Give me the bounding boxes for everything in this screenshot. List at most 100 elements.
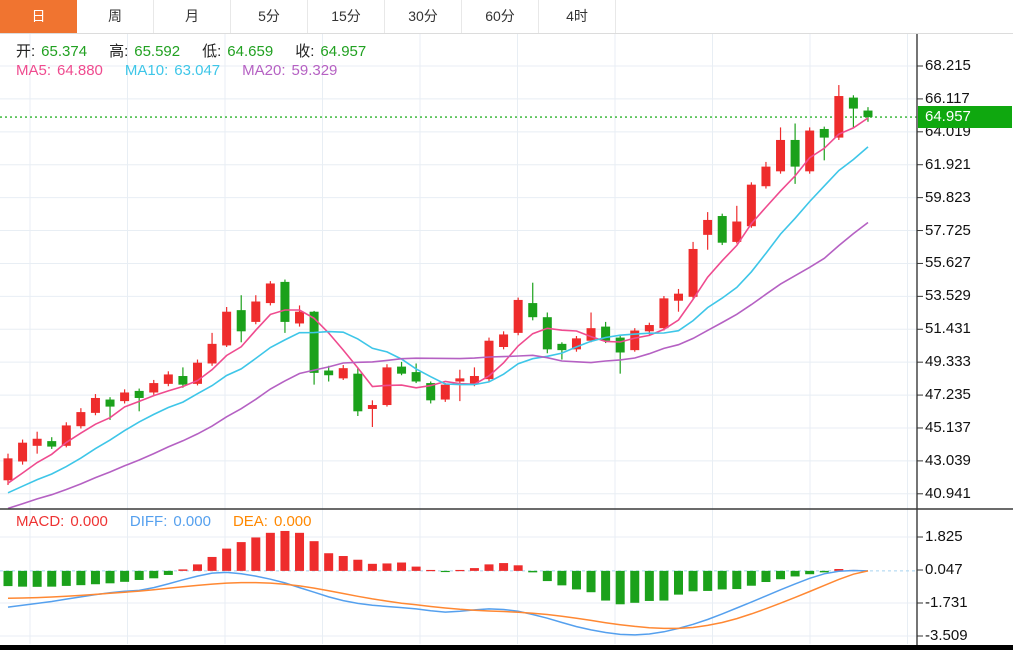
candle-body bbox=[367, 405, 377, 409]
candle-body bbox=[455, 378, 465, 382]
candle-body bbox=[178, 376, 188, 385]
macd-bar bbox=[528, 570, 538, 573]
macd-bar bbox=[178, 569, 188, 571]
price-header-high-label: 高: bbox=[109, 43, 129, 60]
macd-bar bbox=[717, 570, 727, 590]
macd-header-diff-value: 0.000 bbox=[173, 513, 211, 530]
price-header-low-label: 低: bbox=[202, 43, 222, 60]
ma-header-ma5-label: MA5: bbox=[16, 62, 52, 79]
macd-bar bbox=[761, 570, 771, 583]
candle-body bbox=[163, 374, 173, 384]
price-header-close-label: 收: bbox=[295, 43, 315, 60]
candle-body bbox=[324, 370, 334, 376]
macd-bar bbox=[382, 563, 392, 571]
macd-bar bbox=[426, 569, 436, 572]
macd-bar bbox=[18, 570, 28, 587]
macd-bar bbox=[805, 570, 815, 575]
macd-bar bbox=[703, 570, 713, 591]
macd-bar bbox=[32, 570, 42, 587]
ma-header-ma10-value: 63.047 bbox=[174, 62, 221, 79]
candle-body bbox=[848, 97, 858, 109]
tab-week[interactable]: 周 bbox=[77, 0, 154, 33]
macd-header-dea-value: 0.000 bbox=[273, 513, 312, 530]
macd-bar bbox=[163, 570, 173, 575]
macd-bar bbox=[120, 570, 130, 582]
macd-bar bbox=[192, 564, 202, 571]
ma-header-ma5-value: 64.880 bbox=[57, 62, 103, 79]
tab-15min[interactable]: 15分 bbox=[308, 0, 385, 33]
tab-60min[interactable]: 60分 bbox=[462, 0, 539, 33]
macd-bar bbox=[353, 559, 363, 571]
candle-body bbox=[499, 334, 509, 347]
macd-axis-tick: -3.509 bbox=[925, 627, 968, 644]
candle-body bbox=[673, 293, 683, 301]
macd-bar bbox=[455, 569, 465, 572]
candle-body bbox=[236, 310, 246, 332]
macd-bar bbox=[484, 564, 494, 571]
candle-body bbox=[484, 340, 494, 380]
macd-header-macd-value: 0.000 bbox=[70, 513, 108, 530]
macd-bar bbox=[222, 548, 232, 571]
macd-bar bbox=[615, 570, 625, 605]
macd-bar bbox=[411, 566, 421, 571]
macd-bar bbox=[819, 570, 829, 573]
bottom-border bbox=[0, 645, 1013, 650]
candle-body bbox=[76, 412, 86, 427]
candle-body bbox=[251, 301, 261, 322]
macd-bar bbox=[776, 570, 786, 580]
price-header-high-value: 65.592 bbox=[134, 43, 181, 60]
macd-header-dea-label: DEA: bbox=[232, 513, 268, 530]
ma-line-ma5 bbox=[7, 117, 869, 484]
macd-bar bbox=[397, 562, 407, 571]
tab-4hour[interactable]: 4时 bbox=[539, 0, 616, 33]
price-axis-tick: 66.117 bbox=[925, 89, 970, 107]
macd-bar bbox=[542, 570, 552, 582]
macd-bar bbox=[499, 563, 509, 571]
macd-header-diff-label: DIFF: bbox=[129, 513, 168, 530]
candle-body bbox=[542, 317, 552, 350]
candle-body bbox=[265, 283, 275, 304]
candle-body bbox=[295, 311, 305, 324]
price-header-close-value: 64.957 bbox=[320, 43, 367, 60]
macd-axis-tick: 0.047 bbox=[925, 561, 963, 578]
candle-body bbox=[90, 397, 100, 413]
tab-5min[interactable]: 5分 bbox=[231, 0, 308, 33]
candle-body bbox=[819, 128, 829, 138]
ma-line-ma20 bbox=[7, 221, 869, 510]
tab-30min[interactable]: 30分 bbox=[385, 0, 462, 33]
candle-body bbox=[382, 367, 392, 406]
candle-body bbox=[149, 383, 159, 393]
candle-body bbox=[615, 337, 625, 353]
macd-bar bbox=[61, 570, 71, 586]
candle-body bbox=[557, 343, 567, 351]
candle-body bbox=[61, 425, 71, 446]
candle-body bbox=[586, 328, 596, 341]
tab-day[interactable]: 日 bbox=[0, 0, 77, 33]
macd-bar bbox=[601, 570, 611, 601]
macd-bar bbox=[251, 537, 261, 571]
macd-bar bbox=[295, 532, 305, 571]
ma-line-ma10 bbox=[7, 146, 869, 494]
candle-body bbox=[746, 184, 756, 227]
macd-bar bbox=[207, 556, 217, 571]
macd-bar bbox=[571, 570, 581, 590]
price-axis-tick: 49.333 bbox=[925, 353, 971, 371]
candle-body bbox=[776, 139, 786, 172]
macd-bar bbox=[659, 570, 669, 601]
candle-body bbox=[440, 384, 450, 400]
candle-body bbox=[426, 383, 436, 401]
macd-bar bbox=[105, 570, 115, 584]
candle-body bbox=[47, 441, 57, 447]
macd-bar bbox=[673, 570, 683, 595]
tab-month[interactable]: 月 bbox=[154, 0, 231, 33]
candle-body bbox=[528, 303, 538, 318]
candle-body bbox=[761, 166, 771, 187]
macd-bar bbox=[440, 570, 450, 573]
candle-body bbox=[703, 219, 713, 235]
dea-line bbox=[7, 570, 869, 630]
candle-body bbox=[834, 96, 844, 138]
price-header: 开: 65.374 高: 65.592 低: 64.659 收: 64.957 bbox=[16, 40, 388, 61]
price-axis-tick: 57.725 bbox=[925, 221, 971, 239]
